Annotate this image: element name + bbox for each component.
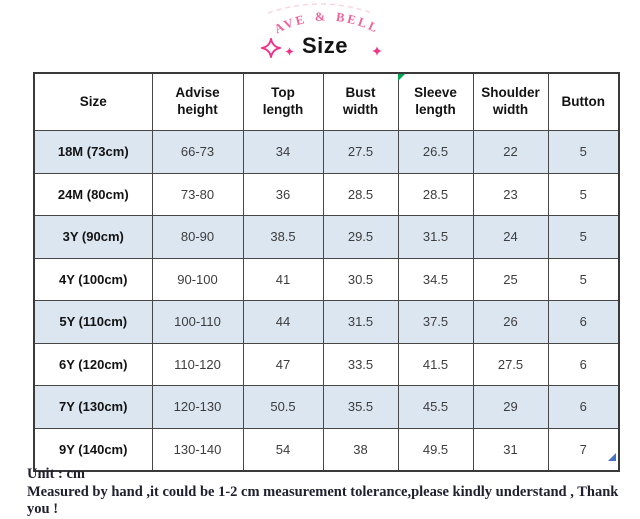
tolerance-note: Measured by hand ,it could be 1-2 cm mea… [27, 483, 619, 518]
table-row: 4Y (100cm) 90-100 41 30.5 34.5 25 5 [33, 257, 620, 301]
brand-name-text: DAVE & BELLA [0, 0, 379, 36]
table-row: 24M (80cm) 73-80 36 28.5 28.5 23 5 [33, 172, 620, 216]
table-cell: 41 [242, 257, 324, 301]
table-cell: 90-100 [151, 257, 244, 301]
table-cell: 30.5 [322, 257, 399, 301]
table-cell: 41.5 [397, 342, 474, 386]
table-cell: 50.5 [242, 385, 324, 429]
table-cell: 36 [242, 172, 324, 216]
table-cell: 100-110 [151, 300, 244, 344]
table-row: 6Y (120cm) 110-120 47 33.5 41.5 27.5 6 [33, 342, 620, 386]
unit-note: Unit : cm [27, 466, 85, 482]
page-title: Size [301, 33, 349, 58]
table-cell: 66-73 [151, 130, 244, 174]
table-cell: 23 [472, 172, 549, 216]
col-header-bust-width: Bust width [322, 72, 399, 131]
col-header-advise-height: Advise height [151, 72, 244, 131]
table-cell: 110-120 [151, 342, 244, 386]
table-cell: 5 [547, 257, 620, 301]
table-row: 18M (73cm) 66-73 34 27.5 26.5 22 5 [33, 130, 620, 174]
table-cell: 26.5 [397, 130, 474, 174]
table-cell: 31.5 [397, 215, 474, 259]
size-cell: 4Y (100cm) [33, 257, 153, 301]
size-table: Size Advise height Top length Bust width… [33, 72, 620, 472]
size-cell: 18M (73cm) [33, 130, 153, 174]
table-cell: 34.5 [397, 257, 474, 301]
cell-comment-marker-icon [398, 74, 405, 81]
col-header-button: Button [547, 72, 620, 131]
table-row: 9Y (140cm) 130-140 54 38 49.5 31 7 [33, 427, 620, 472]
table-cell: 130-140 [151, 427, 244, 472]
table-cell: 34 [242, 130, 324, 174]
table-cell: 25 [472, 257, 549, 301]
table-cell: 49.5 [397, 427, 474, 472]
col-header-label: Size [79, 93, 107, 109]
table-header-row: Size Advise height Top length Bust width… [33, 72, 620, 131]
table-cell: 28.5 [322, 172, 399, 216]
corner-marker-icon [608, 453, 616, 461]
table-cell: 37.5 [397, 300, 474, 344]
table-row: 7Y (130cm) 120-130 50.5 35.5 45.5 29 6 [33, 385, 620, 429]
table-cell: 44 [242, 300, 324, 344]
table-cell: 29 [472, 385, 549, 429]
table-cell: 6 [547, 342, 620, 386]
col-header-label: Advise height [175, 85, 220, 117]
col-header-top-length: Top length [242, 72, 324, 131]
sparkle-outline-icon [261, 38, 281, 58]
table-row: 5Y (110cm) 100-110 44 31.5 37.5 26 6 [33, 300, 620, 344]
table-cell: 38.5 [242, 215, 324, 259]
logo-arc-decoration [267, 3, 373, 14]
table-cell: 120-130 [151, 385, 244, 429]
table-cell: 5 [547, 215, 620, 259]
table-cell: 31 [472, 427, 549, 472]
table-cell: 45.5 [397, 385, 474, 429]
table-cell: 26 [472, 300, 549, 344]
sparkle-filled-icon [285, 47, 294, 56]
col-header-label: Button [561, 93, 605, 109]
table-cell: 6 [547, 385, 620, 429]
table-row: 3Y (90cm) 80-90 38.5 29.5 31.5 24 5 [33, 215, 620, 259]
table-cell: 28.5 [397, 172, 474, 216]
table-cell: 38 [322, 427, 399, 472]
table-cell: 54 [242, 427, 324, 472]
size-cell: 24M (80cm) [33, 172, 153, 216]
col-header-label: Sleeve length [414, 85, 457, 117]
table-cell: 33.5 [322, 342, 399, 386]
table-cell: 80-90 [151, 215, 244, 259]
col-header-sleeve-length: Sleeve length [397, 72, 474, 131]
table-cell: 73-80 [151, 172, 244, 216]
table-cell: 35.5 [322, 385, 399, 429]
table-cell: 7 [547, 427, 620, 472]
col-header-label: Shoulder width [481, 85, 540, 117]
table-cell: 24 [472, 215, 549, 259]
footer-notes: Unit : cm Measured by hand ,it could be … [27, 466, 627, 519]
col-header-label: Bust width [342, 85, 379, 117]
table-cell: 5 [547, 172, 620, 216]
table-cell: 47 [242, 342, 324, 386]
table-cell: 29.5 [322, 215, 399, 259]
size-cell: 9Y (140cm) [33, 427, 153, 472]
size-cell: 6Y (120cm) [33, 342, 153, 386]
table-cell: 31.5 [322, 300, 399, 344]
size-cell: 7Y (130cm) [33, 385, 153, 429]
size-cell: 3Y (90cm) [33, 215, 153, 259]
table-cell: 27.5 [472, 342, 549, 386]
table-cell: 27.5 [322, 130, 399, 174]
size-cell: 5Y (110cm) [33, 300, 153, 344]
table-cell: 22 [472, 130, 549, 174]
table-cell: 6 [547, 300, 620, 344]
brand-name: DAVE & BELLA [0, 0, 382, 36]
table-cell: 5 [547, 130, 620, 174]
col-header-shoulder-width: Shoulder width [472, 72, 549, 131]
col-header-label: Top length [262, 85, 304, 117]
col-header-size: Size [33, 72, 153, 131]
sparkle-filled-icon [372, 46, 382, 56]
